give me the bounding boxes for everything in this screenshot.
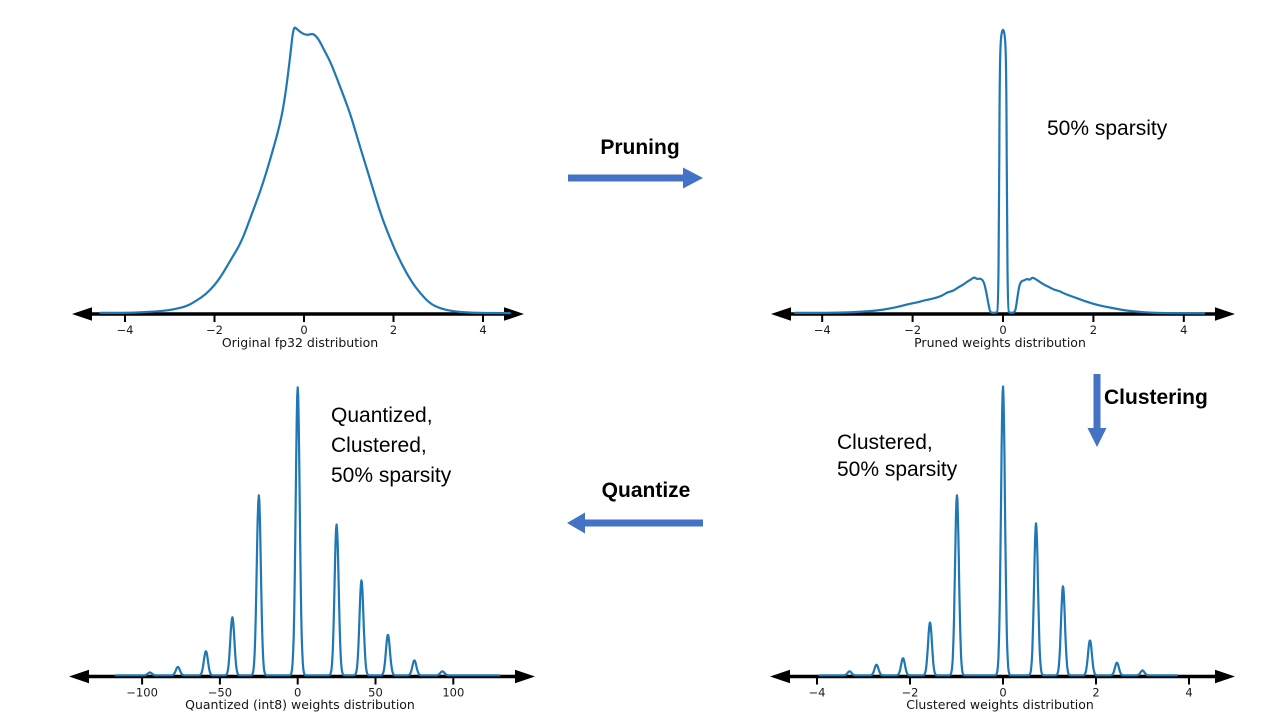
svg-text:50: 50 [368,686,383,700]
svg-text:4: 4 [1180,323,1187,337]
svg-text:0: 0 [294,686,301,700]
sparsity-annotation: 50% sparsity [1047,117,1167,141]
quantized-distribution-chart: −100 −50 0 50 100 [69,386,535,700]
svg-text:−2: −2 [902,686,919,700]
sparsity-annotation-text: 50% sparsity [1047,117,1168,140]
panel-pruned-distribution: −4 −2 0 2 4 Pruned weights distribution [755,5,1245,365]
pruning-arrow [560,165,710,191]
svg-text:2: 2 [1092,686,1099,700]
svg-text:−2: −2 [904,323,921,337]
svg-text:−2: −2 [206,323,223,337]
clustering-label: Clustering [1104,386,1208,409]
svg-text:0: 0 [999,323,1006,337]
pruned-chart-title: Pruned weights distribution [914,335,1086,350]
clustered-annotation: Clustered, 50% sparsity [837,429,957,483]
quantized-annotation-line3: 50% sparsity [331,464,452,487]
svg-text:2: 2 [1090,323,1097,337]
svg-text:−4: −4 [809,686,826,700]
left-arrow-icon [567,512,703,534]
svg-text:2: 2 [390,323,397,337]
svg-text:0: 0 [999,686,1006,700]
clustered-annotation-line2: 50% sparsity [837,458,958,481]
svg-text:−4: −4 [814,323,831,337]
panel-quantized-distribution: −100 −50 0 50 100 Quantized (int8) weights d… [55,375,545,720]
svg-text:4: 4 [479,323,486,337]
svg-text:−50: −50 [208,686,232,700]
svg-text:100: 100 [442,686,464,700]
clustered-distribution-chart: −4 −2 0 2 4 [770,385,1235,700]
original-distribution-chart: −4 −2 0 2 4 [72,26,524,337]
clustered-chart-title: Clustered weights distribution [906,697,1094,712]
quantized-annotation-line1: Quantized, [331,404,433,427]
pruning-label: Pruning [600,136,680,159]
clustering-arrow [1084,372,1110,450]
clustered-annotation-line1: Clustered, [837,431,933,454]
pruned-distribution-chart: −4 −2 0 2 4 [771,28,1235,337]
svg-text:−100: −100 [126,686,158,700]
quantize-label: Quantize [601,479,691,502]
right-arrow-icon [568,167,703,189]
quantized-chart-title: Quantized (int8) weights distribution [185,697,415,712]
down-arrow-icon [1087,374,1107,447]
svg-text:4: 4 [1185,686,1192,700]
svg-text:−4: −4 [117,323,134,337]
quantize-arrow [560,510,710,536]
svg-text:0: 0 [300,323,307,337]
original-chart-title: Original fp32 distribution [221,335,379,350]
quantized-annotation: Quantized, Clustered, 50% sparsity [331,401,451,491]
panel-original-distribution: −4 −2 0 2 4 Original fp32 distribution [55,5,545,365]
quantized-annotation-line2: Clustered, [331,434,427,457]
panel-clustered-distribution: −4 −2 0 2 4 Clustered weights distribution [755,375,1245,720]
